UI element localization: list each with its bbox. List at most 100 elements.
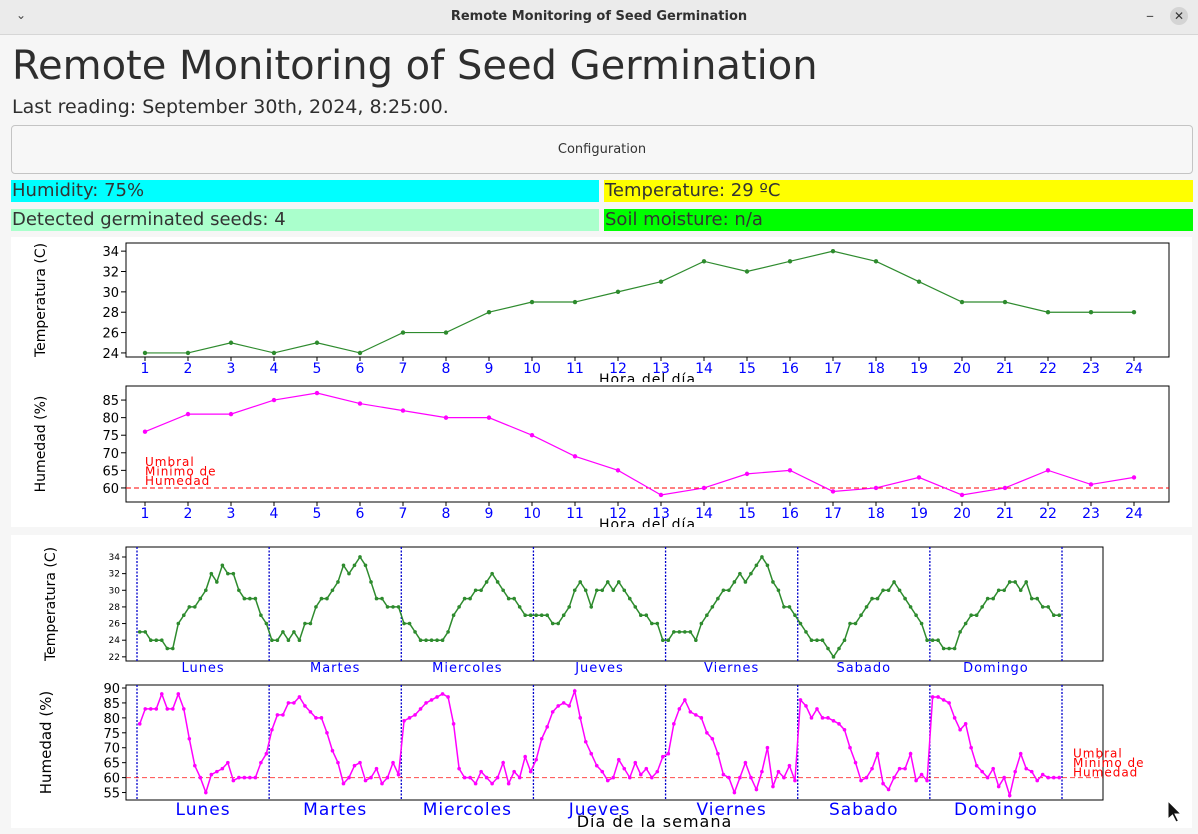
data-point [1051, 613, 1056, 618]
data-point [170, 646, 175, 651]
data-point [798, 698, 803, 702]
data-point [424, 701, 428, 705]
data-point [578, 580, 583, 584]
data-point [1035, 778, 1040, 783]
data-point [193, 605, 197, 609]
data-point [721, 588, 726, 593]
data-point [159, 692, 164, 696]
data-point [1045, 310, 1051, 315]
data-point [1040, 605, 1045, 609]
data-point [804, 704, 808, 708]
data-point [897, 588, 902, 593]
data-point [572, 454, 578, 459]
y-tick-label: 80 [103, 712, 120, 727]
data-point [873, 485, 879, 491]
x-tick-label: 20 [953, 506, 971, 522]
y-tick-label: 32 [102, 266, 119, 281]
x-tick-label: 4 [270, 506, 279, 522]
data-point [143, 707, 148, 711]
data-point [650, 775, 654, 780]
x-tick-label: 22 [1039, 506, 1057, 522]
data-point [1088, 482, 1094, 487]
plot-frame [125, 242, 1170, 358]
data-point [743, 580, 748, 584]
y-tick-label: 60 [102, 482, 119, 497]
data-point [1002, 588, 1006, 593]
data-point [226, 571, 230, 576]
data-point [215, 580, 219, 584]
data-point [528, 769, 533, 774]
data-point [658, 492, 664, 498]
data-point [226, 760, 230, 765]
x-tick-label: 9 [485, 361, 494, 377]
data-point [182, 613, 186, 618]
hourly-charts-panel: 24 26 28 30 32 34 1 2 3 4 5 6 7 8 9 10 11 12 13 14 15 16 17 18 1… [11, 237, 1192, 527]
data-point [870, 596, 874, 601]
data-point [859, 778, 863, 783]
data-point [176, 692, 181, 696]
y-tick-label: 28 [102, 306, 119, 321]
data-point [694, 713, 698, 717]
x-tick-label: 20 [953, 361, 971, 377]
configuration-button[interactable]: Configuration [11, 125, 1193, 174]
data-point [330, 748, 335, 753]
data-point [556, 621, 561, 626]
x-tick-label: 2 [184, 506, 193, 522]
data-point [479, 769, 483, 774]
data-point [385, 775, 390, 780]
data-point [486, 310, 492, 315]
plot-frame [125, 684, 1104, 801]
data-point [539, 736, 544, 741]
window-titlebar: ⌄ Remote Monitoring of Seed Germination … [0, 0, 1198, 35]
data-point [837, 646, 841, 651]
data-point [1013, 580, 1017, 584]
data-point [270, 638, 274, 642]
data-point [517, 605, 522, 609]
data-point [622, 766, 627, 771]
data-point [165, 646, 170, 651]
x-tick-label: Domingo [963, 661, 1029, 675]
data-point [271, 350, 277, 356]
data-point [1007, 580, 1012, 584]
data-point [495, 580, 500, 584]
y-tick-label: 22 [109, 653, 120, 663]
data-point [776, 769, 781, 774]
data-point [583, 588, 588, 593]
data-point [358, 555, 362, 559]
data-point [462, 596, 467, 601]
x-tick-label: Miercoles [432, 661, 502, 675]
data-point [270, 728, 274, 732]
y-tick-label: 24 [109, 636, 121, 646]
data-point [529, 299, 535, 305]
y-axis-label: Humedad (%) [37, 691, 55, 795]
x-tick-label: 8 [442, 506, 451, 522]
data-point [897, 766, 902, 771]
minimize-icon[interactable]: – [1146, 6, 1154, 25]
data-point [561, 701, 566, 705]
data-point [231, 571, 236, 576]
data-point [903, 766, 907, 771]
data-point [187, 605, 192, 609]
x-tick-label: 4 [270, 361, 279, 377]
data-point [185, 411, 191, 417]
data-point [699, 716, 704, 720]
data-point [760, 555, 764, 559]
data-point [137, 722, 142, 726]
close-icon[interactable]: ✕ [1170, 7, 1188, 25]
data-point [947, 646, 951, 651]
window-menu-chevron-icon[interactable]: ⌄ [16, 8, 27, 22]
data-point [237, 588, 241, 593]
data-point [875, 751, 880, 756]
data-point [677, 630, 682, 634]
threshold-label: Minimo de [1073, 756, 1144, 770]
data-point [220, 563, 225, 568]
x-tick-label: 13 [652, 506, 670, 522]
data-point [622, 588, 627, 593]
data-point [787, 763, 792, 768]
data-point [721, 772, 726, 777]
data-point [881, 781, 885, 786]
data-point [314, 716, 318, 720]
data-point [446, 630, 450, 634]
data-point [198, 775, 203, 780]
